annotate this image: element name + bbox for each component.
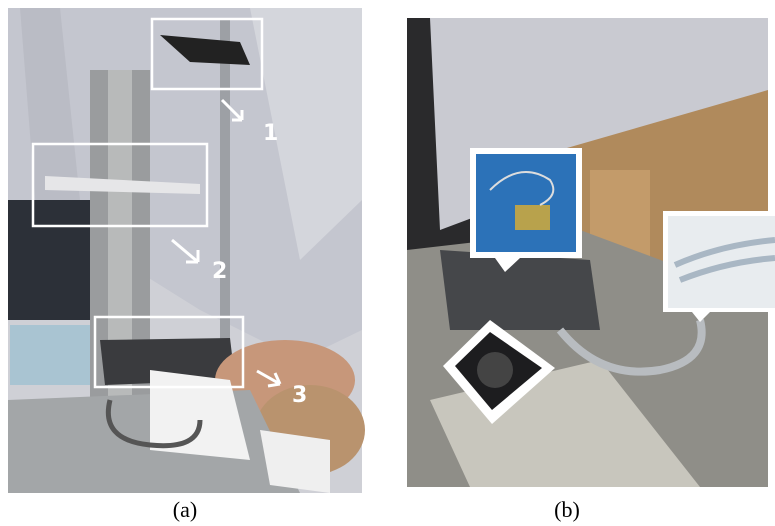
photo-b	[407, 18, 775, 487]
caption: (a)	[173, 497, 197, 522]
callout-number: 2	[212, 259, 227, 284]
callout-number: 3	[292, 383, 307, 408]
photo-a: 1 2 3	[8, 8, 365, 493]
callout-number: 1	[263, 121, 278, 146]
caption: (b)	[554, 497, 580, 522]
